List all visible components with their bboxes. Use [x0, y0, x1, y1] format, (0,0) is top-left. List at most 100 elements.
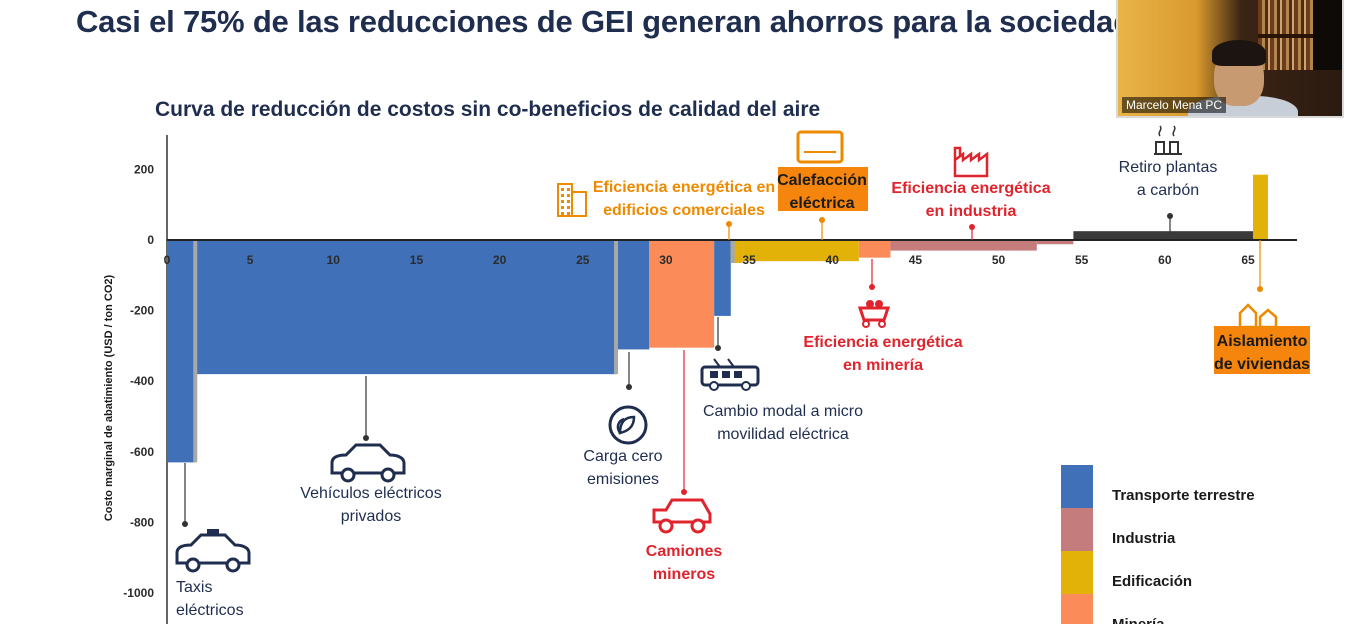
window: [722, 371, 730, 378]
wheel: [862, 320, 870, 328]
wheel: [340, 467, 356, 483]
wheel: [380, 467, 396, 483]
annotation-label: mineros: [653, 566, 715, 583]
window: [710, 371, 718, 378]
annotation-label: Eficiencia energética: [803, 334, 962, 351]
legend-label: Industria: [1112, 530, 1176, 547]
annotation-label: edificios comerciales: [603, 202, 765, 219]
window: [567, 212, 570, 215]
smoke: [1158, 125, 1176, 137]
x-tick-label: 5: [247, 253, 254, 267]
annotation-label: Eficiencia energética en: [593, 179, 775, 196]
heater-icon: [796, 130, 844, 164]
person-hair: [1212, 40, 1266, 66]
annotation-label: eléctricos: [176, 602, 244, 619]
x-tick-label: 40: [826, 253, 840, 267]
webcam-dark-area: [1313, 0, 1342, 70]
mine-cart-icon: [857, 300, 891, 328]
chart-title: Curva de reducción de costos sin co-bene…: [155, 98, 821, 121]
bus-body: [700, 365, 760, 387]
x-tick-label: 35: [742, 253, 756, 267]
bar-transporte: [616, 240, 650, 350]
trolleybus-icon: [700, 358, 760, 391]
bar-transporte: [195, 240, 617, 375]
bar-edificacion: [1252, 174, 1268, 240]
building: [571, 191, 587, 217]
bar-industria: [890, 240, 1037, 251]
bar-industria: [1036, 240, 1074, 245]
ring: [608, 405, 648, 445]
legend-swatch-industria: [1061, 508, 1093, 551]
wheel: [225, 557, 241, 573]
truck-body: [652, 498, 712, 524]
houses: [1238, 303, 1278, 329]
power-plant-icon: [1154, 125, 1182, 155]
annotation-label: Retiro plantas: [1119, 159, 1218, 176]
slide-title: Casi el 75% de las reducciones de GEI ge…: [76, 4, 1132, 39]
annotation-dot: [819, 217, 825, 223]
x-tick-label: 50: [992, 253, 1006, 267]
legend-swatch-edificacion: [1061, 551, 1093, 594]
window: [561, 200, 564, 203]
bookshelf-plank: [1258, 34, 1318, 38]
annotation-label: a carbón: [1137, 182, 1199, 199]
chimneys: [1154, 141, 1182, 155]
annotation-label: Cambio modal a micro: [703, 403, 863, 420]
wheel: [658, 518, 674, 534]
annotation-label: eléctrica: [790, 195, 855, 212]
leaf: [616, 415, 636, 435]
wheel: [741, 381, 751, 391]
annotation-badge: [1214, 326, 1310, 374]
taxi-body: [175, 533, 251, 565]
car-body: [330, 443, 406, 475]
participant-name: Marcelo Mena PC: [1122, 97, 1227, 113]
annotation-dot: [726, 221, 732, 227]
legend-swatch-mineria: [1061, 594, 1093, 624]
annotation-dot: [681, 489, 687, 495]
taxi-sign: [207, 529, 219, 534]
annotation-label: Taxis: [176, 579, 212, 596]
window: [567, 206, 570, 209]
legend-swatch-transporte: [1061, 465, 1093, 508]
x-tick-label: 60: [1158, 253, 1172, 267]
bar-divider: [614, 240, 619, 375]
legend-label: Minería: [1112, 616, 1165, 624]
mining-truck-icon: [652, 498, 712, 534]
annotation-label: movilidad eléctrica: [717, 426, 849, 443]
window: [567, 194, 570, 197]
x-tick-label: 65: [1241, 253, 1255, 267]
x-tick-label: 0: [164, 253, 171, 267]
y-tick-label: -200: [130, 304, 154, 318]
annotation-label: Vehículos eléctricos: [300, 485, 441, 502]
x-tick-label: 10: [327, 253, 341, 267]
window: [561, 194, 564, 197]
poles: [713, 358, 735, 368]
x-tick-label: 25: [576, 253, 590, 267]
annotation-label: emisiones: [587, 471, 659, 488]
y-tick-label: 0: [147, 233, 154, 247]
bar-edificacion: [742, 240, 859, 262]
annotation-badge: [778, 167, 868, 211]
wheel: [185, 557, 201, 573]
window: [567, 200, 570, 203]
annotation-dot: [715, 345, 721, 351]
taxi-icon: [175, 529, 251, 573]
annotation-label: Aislamiento: [1217, 333, 1308, 350]
y-tick-label: 200: [134, 162, 154, 176]
window: [734, 371, 742, 378]
y-tick-label: -400: [130, 374, 154, 388]
ore: [866, 300, 874, 308]
y-tick-label: -1000: [123, 586, 154, 600]
window: [567, 188, 570, 191]
webcam-video-tile[interactable]: Marcelo Mena PC: [1116, 0, 1344, 118]
houses-icon: [1238, 303, 1278, 329]
window: [561, 188, 564, 191]
x-tick-label: 15: [410, 253, 424, 267]
bar-divider: [193, 240, 198, 463]
factory-icon: [953, 146, 989, 178]
heater-body: [796, 130, 844, 164]
annotation-dot: [1167, 213, 1173, 219]
x-tick-label: 45: [909, 253, 923, 267]
legend-label: Transporte terrestre: [1112, 487, 1255, 504]
